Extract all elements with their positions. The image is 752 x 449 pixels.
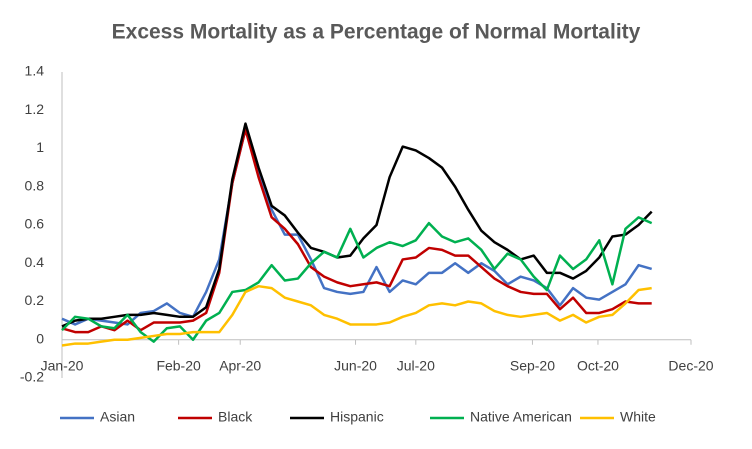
x-tick-label: Sep-20 (510, 357, 555, 373)
legend-label: Asian (100, 409, 135, 425)
y-tick-label: 1 (36, 139, 44, 155)
y-tick-label: 0 (36, 330, 44, 346)
y-tick-label: 0.4 (25, 254, 45, 270)
legend-label: White (620, 409, 656, 425)
series-line (61, 284, 652, 347)
x-tick-label: Feb-20 (156, 357, 201, 373)
y-tick-label: -0.2 (20, 369, 44, 385)
x-tick-label: Jul-20 (397, 357, 435, 373)
series-line (61, 122, 653, 328)
x-tick-label: Jun-20 (334, 357, 377, 373)
x-tick-label: Oct-20 (577, 357, 619, 373)
series-line (61, 128, 653, 326)
chart-title: Excess Mortality as a Percentage of Norm… (112, 21, 641, 44)
y-tick-label: 1.2 (25, 101, 45, 117)
series-line (61, 128, 652, 334)
y-tick-label: 0.2 (25, 292, 45, 308)
x-tick-label: Jan-20 (41, 357, 84, 373)
legend-label: Native American (470, 409, 572, 425)
x-tick-label: Dec-20 (668, 357, 713, 373)
legend-label: Hispanic (330, 409, 384, 425)
y-tick-label: 0.6 (25, 216, 45, 232)
y-tick-label: 0.8 (25, 177, 45, 193)
y-tick-label: 1.4 (25, 63, 45, 79)
legend-label: Black (218, 409, 253, 425)
x-tick-label: Apr-20 (219, 357, 261, 373)
